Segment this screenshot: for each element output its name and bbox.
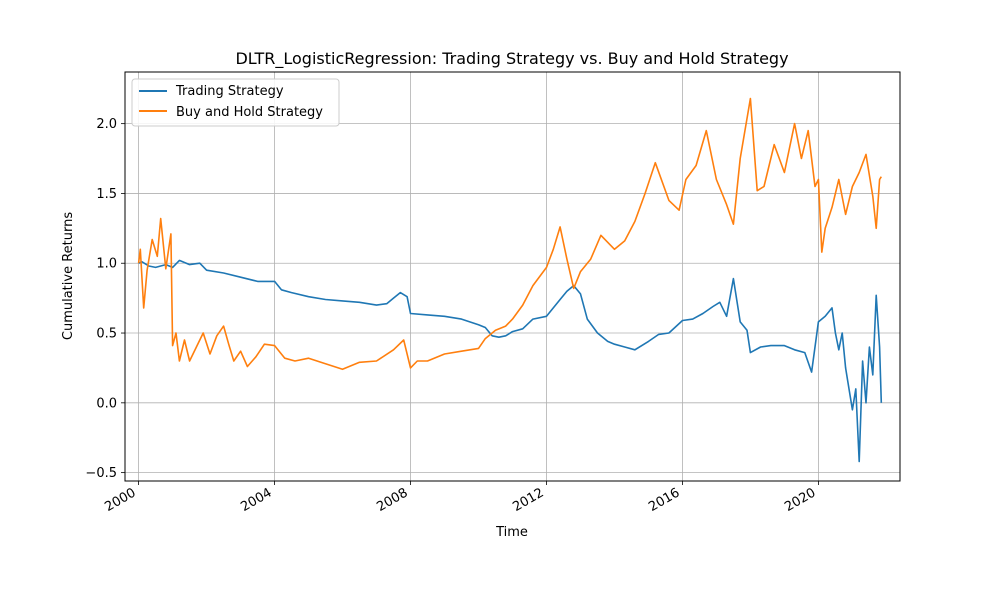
series-line-buy-and-hold-strategy	[137, 97, 882, 371]
x-axis-label: Time	[495, 525, 528, 540]
y-tick-label: 0.5	[96, 327, 117, 342]
legend-box	[131, 78, 340, 127]
legend-label-buy-and-hold-strategy: Buy and Hold Strategy	[176, 105, 323, 120]
y-tick-label: 2.0	[96, 117, 117, 132]
chart-title: DLTR_LogisticRegression: Trading Strateg…	[235, 49, 788, 69]
legend-label-trading-strategy: Trading Strategy	[175, 84, 284, 99]
y-tick-label: −0.5	[85, 466, 117, 481]
y-tick-label: 0.0	[96, 396, 117, 411]
series-layer	[137, 97, 883, 463]
plot-frame	[124, 71, 901, 482]
y-tick-label: 1.0	[96, 257, 117, 272]
legend: Trading Strategy Buy and Hold Strategy	[131, 78, 340, 127]
series-line-trading-strategy	[138, 259, 883, 463]
y-tick-label: 1.5	[96, 187, 117, 202]
y-axis-label: Cumulative Returns	[61, 212, 76, 340]
grid	[125, 72, 900, 481]
